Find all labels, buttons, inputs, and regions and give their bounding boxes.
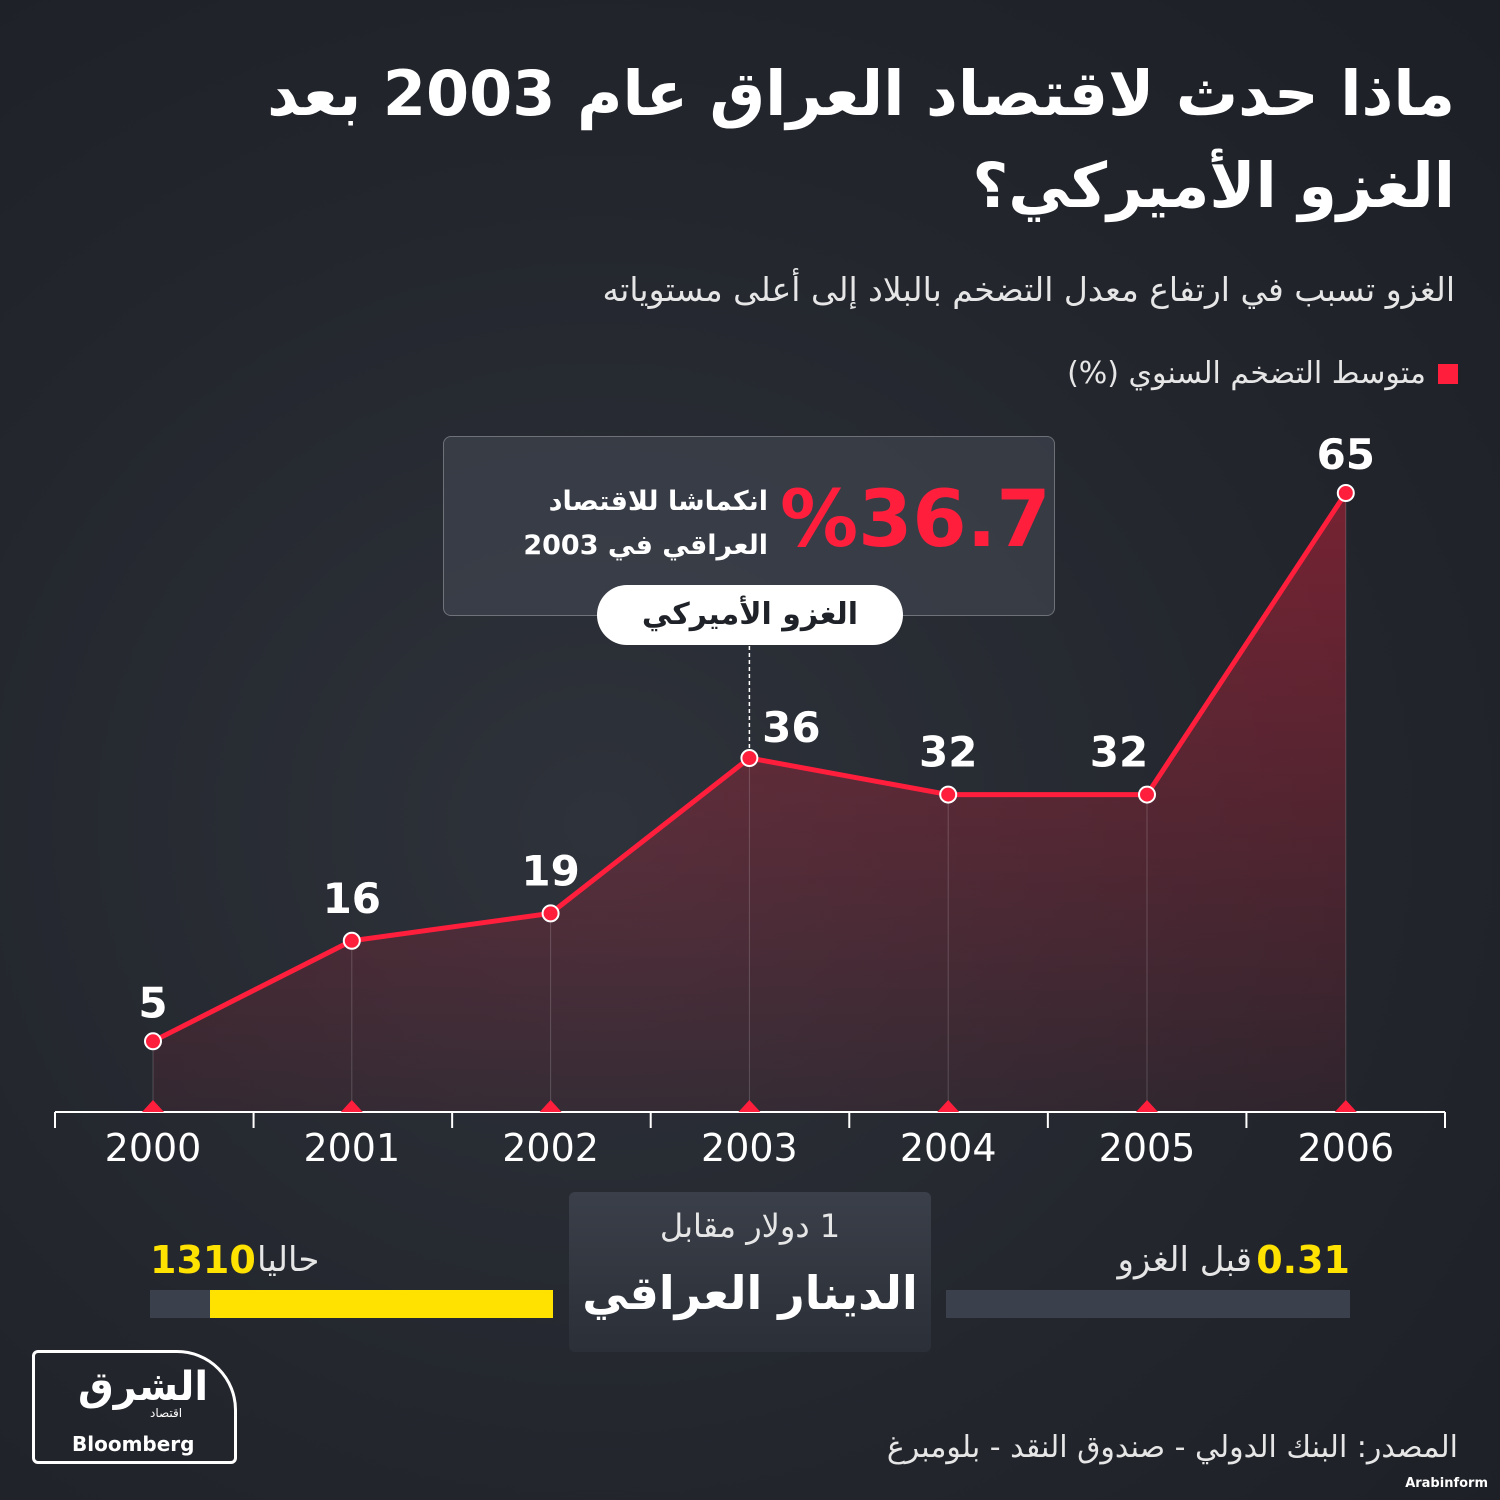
data-point (541, 904, 560, 923)
pre-invasion-rate-value: 0.31 (1256, 1238, 1350, 1282)
current-rate-value: 1310 (150, 1238, 256, 1282)
x-tick-label: 2004 (900, 1126, 997, 1170)
x-tick-label: 2002 (502, 1126, 599, 1170)
x-axis-marker (937, 1100, 960, 1112)
data-point (342, 931, 361, 950)
currency-main-label: الدينار العراقي (582, 1266, 918, 1320)
x-tick-label: 2006 (1297, 1126, 1394, 1170)
pre-invasion-rate-track (946, 1290, 1350, 1318)
current-rate-bar (210, 1290, 553, 1318)
x-axis-marker (340, 1100, 363, 1112)
data-point (939, 785, 958, 804)
logo-sub-text: اقتصاد (150, 1406, 183, 1420)
x-tick-label: 2003 (701, 1126, 798, 1170)
callout-value: %36.7 (780, 475, 1051, 565)
currency-panel (569, 1192, 931, 1352)
page-title: ماذا حدث لاقتصاد العراق عام 2003 بعد الغ… (267, 57, 1455, 222)
data-label: 19 (521, 846, 579, 895)
pre-invasion-rate-label: قبل الغزو (1117, 1240, 1252, 1280)
data-label: 32 (1090, 728, 1148, 777)
legend-swatch (1438, 363, 1458, 384)
data-point (740, 749, 759, 768)
logo-frame (32, 1350, 237, 1464)
subtitle: الغزو تسبب في ارتفاع معدل التضخم بالبلاد… (602, 270, 1455, 309)
event-label: الغزو الأميركي (597, 585, 903, 645)
x-axis-marker (738, 1100, 761, 1112)
x-axis-marker (1136, 1100, 1158, 1112)
data-label: 65 (1317, 430, 1375, 479)
x-tick-label: 2000 (105, 1126, 202, 1170)
x-tick-label: 2005 (1099, 1126, 1196, 1170)
data-point (1336, 484, 1355, 502)
x-tick-label: 2001 (303, 1126, 400, 1170)
data-label: 5 (138, 978, 167, 1027)
data-label: 36 (762, 703, 820, 752)
current-rate-label: حاليا (257, 1240, 320, 1280)
logo-main-text: الشرق (78, 1364, 209, 1410)
data-point (144, 1032, 162, 1051)
currency-top-label: 1 دولار مقابل (659, 1207, 841, 1245)
x-axis-marker (142, 1100, 164, 1112)
data-point (1138, 785, 1156, 804)
x-axis-marker (539, 1100, 562, 1112)
legend: متوسط التضخم السنوي (%) (1067, 356, 1458, 391)
data-label: 16 (323, 874, 381, 923)
data-label: 32 (919, 728, 977, 777)
chart-area-fill (153, 493, 1346, 1112)
logo-partner-text: Bloomberg (72, 1432, 195, 1456)
source-note: المصدر: البنك الدولي - صندوق النقد - بلو… (886, 1430, 1458, 1465)
x-axis-marker (1334, 1100, 1357, 1112)
credit: Arabinform (1405, 1476, 1488, 1491)
asharq-bloomberg-logo: الشرق اقتصاد Bloomberg (32, 1350, 237, 1464)
legend-label: متوسط التضخم السنوي (%) (1067, 356, 1426, 391)
callout-text: انكماشا للاقتصاد العراقي في 2003 (523, 486, 768, 561)
